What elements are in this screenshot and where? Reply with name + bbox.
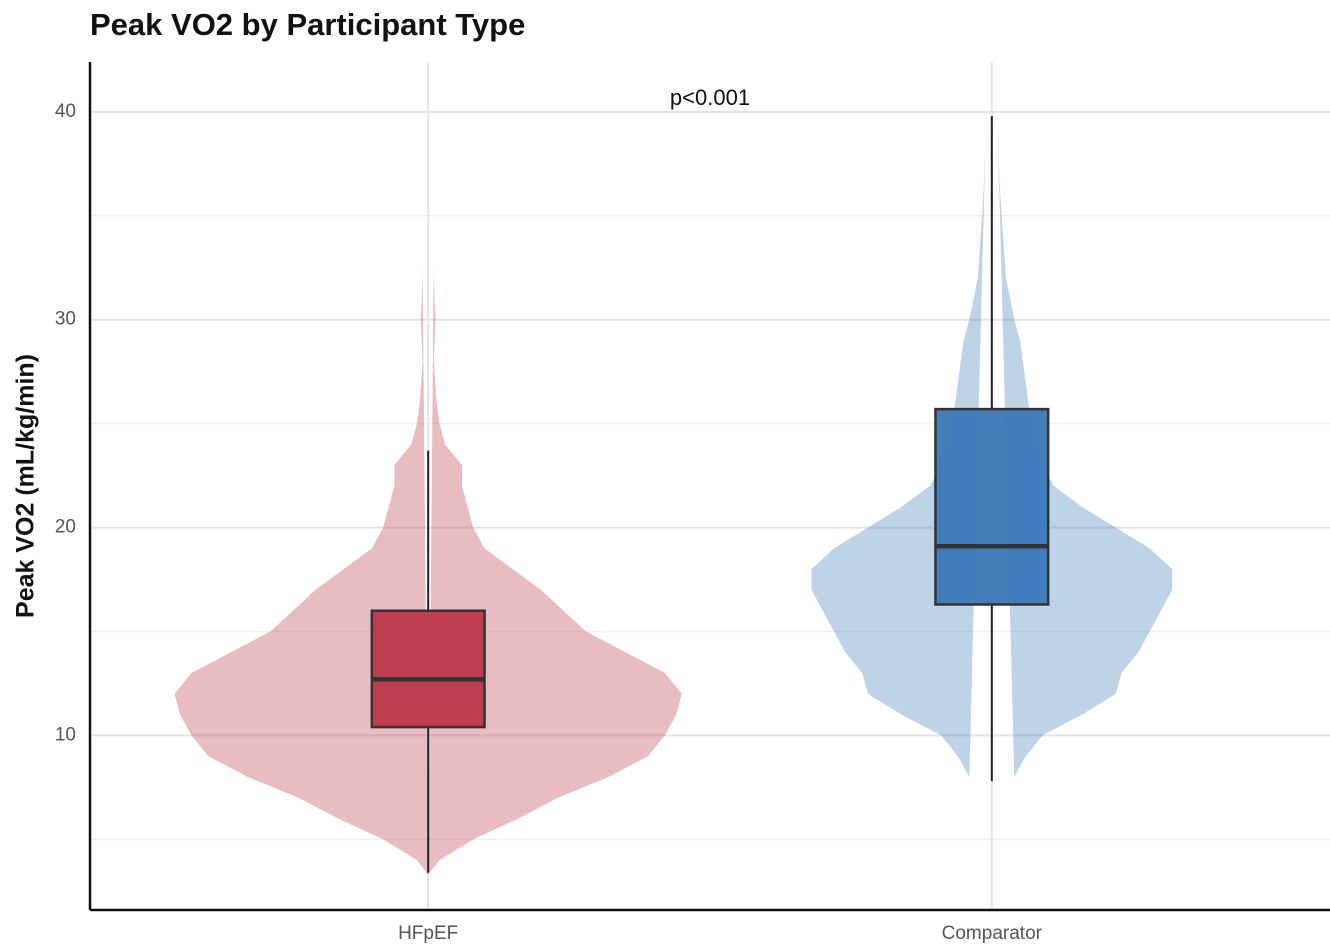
- y-tick-label: 30: [55, 309, 76, 330]
- violin-half: [428, 259, 682, 875]
- marks: [174, 116, 1173, 875]
- box: [370, 609, 486, 729]
- violin-half: [174, 259, 429, 875]
- violin-half: [811, 116, 987, 782]
- annotation: p<0.001: [670, 85, 750, 110]
- y-tick-label: 40: [55, 101, 76, 122]
- x-tick-label: Comparator: [942, 923, 1043, 944]
- y-tick-label: 20: [55, 517, 76, 538]
- y-axis-label: Peak VO2 (mL/kg/min): [12, 354, 40, 618]
- box: [934, 407, 1050, 606]
- y-tick-label: 10: [55, 724, 76, 745]
- chart-title: Peak VO2 by Participant Type: [90, 7, 525, 42]
- x-tick-label: HFpEF: [398, 923, 458, 944]
- violin-half: [997, 116, 1173, 782]
